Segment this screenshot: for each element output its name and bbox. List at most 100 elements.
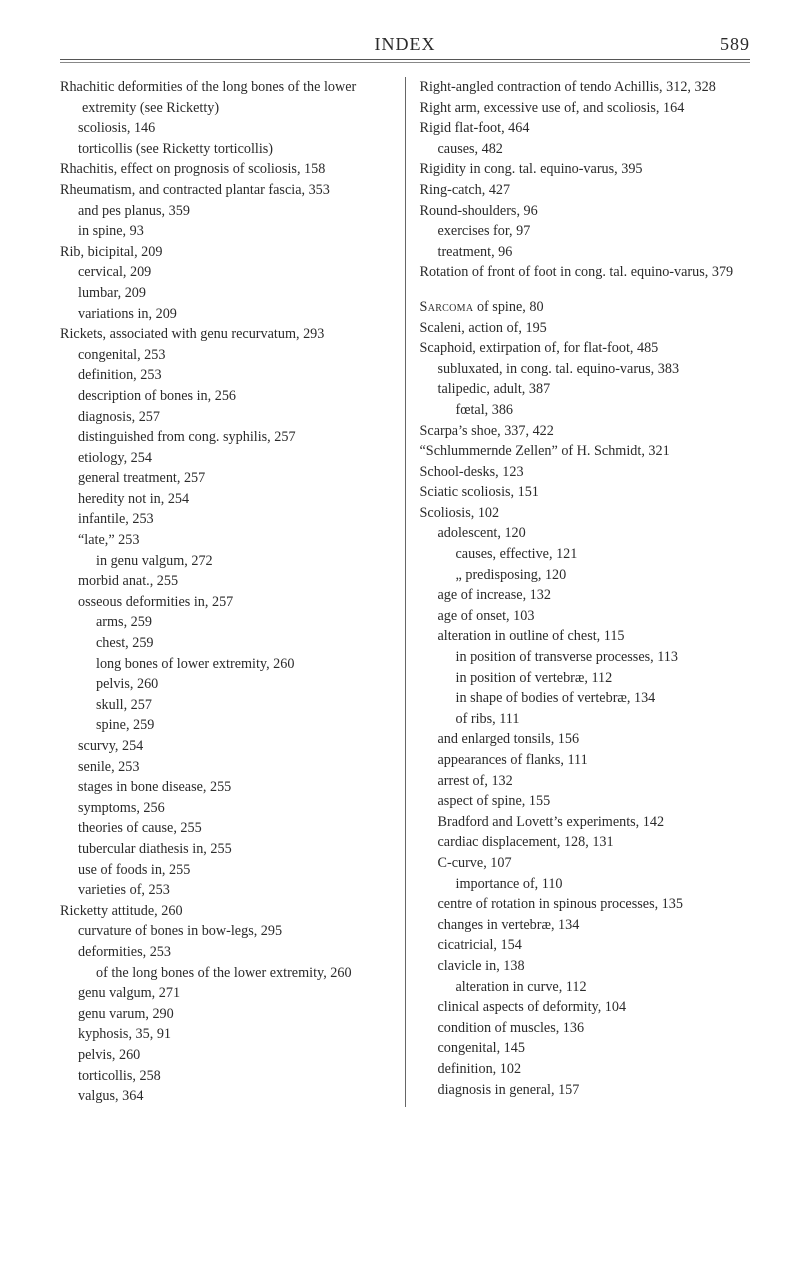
index-entry: age of increase, 132	[420, 585, 751, 606]
section-gap	[420, 283, 751, 297]
index-entry: curvature of bones in bow-legs, 295	[60, 921, 391, 942]
index-entry: and enlarged tonsils, 156	[420, 729, 751, 750]
index-entry: cardiac displacement, 128, 131	[420, 832, 751, 853]
index-entry: exercises for, 97	[420, 221, 751, 242]
index-entry: kyphosis, 35, 91	[60, 1024, 391, 1045]
index-entry: Scaphoid, extirpation of, for flat-foot,…	[420, 338, 751, 359]
index-entry: adolescent, 120	[420, 523, 751, 544]
index-entry: causes, 482	[420, 139, 751, 160]
header-page-number: 589	[690, 34, 750, 55]
index-entry: Rotation of front of foot in cong. tal. …	[420, 262, 751, 283]
index-entry: subluxated, in cong. tal. equino-varus, …	[420, 359, 751, 380]
index-entry: Rhachitis, effect on prognosis of scolio…	[60, 159, 391, 180]
index-entry: alteration in outline of chest, 115	[420, 626, 751, 647]
index-column-left: Rhachitic deformities of the long bones …	[60, 77, 406, 1107]
index-entry: condition of muscles, 136	[420, 1018, 751, 1039]
index-entry: valgus, 364	[60, 1086, 391, 1107]
index-entry: clinical aspects of deformity, 104	[420, 997, 751, 1018]
index-entry: lumbar, 209	[60, 283, 391, 304]
index-entry: stages in bone disease, 255	[60, 777, 391, 798]
index-entry: aspect of spine, 155	[420, 791, 751, 812]
index-entry: Ricketty attitude, 260	[60, 901, 391, 922]
index-entry: infantile, 253	[60, 509, 391, 530]
index-page: INDEX 589 Rhachitic deformities of the l…	[0, 0, 800, 1147]
index-entry: skull, 257	[60, 695, 391, 716]
index-entry: Rigid flat-foot, 464	[420, 118, 751, 139]
index-entry: in position of vertebræ, 112	[420, 668, 751, 689]
index-entry: fœtal, 386	[420, 400, 751, 421]
index-entry: pelvis, 260	[60, 674, 391, 695]
index-entry: in spine, 93	[60, 221, 391, 242]
index-entry: tubercular diathesis in, 255	[60, 839, 391, 860]
index-entry: deformities, 253	[60, 942, 391, 963]
index-entry: chest, 259	[60, 633, 391, 654]
index-entry: Scaleni, action of, 195	[420, 318, 751, 339]
index-entry: scoliosis, 146	[60, 118, 391, 139]
index-entry: Rib, bicipital, 209	[60, 242, 391, 263]
index-entry: centre of rotation in spinous processes,…	[420, 894, 751, 915]
index-entry: variations in, 209	[60, 304, 391, 325]
index-entry: „ predisposing, 120	[420, 565, 751, 586]
index-entry: scurvy, 254	[60, 736, 391, 757]
index-entry: senile, 253	[60, 757, 391, 778]
index-entry: age of onset, 103	[420, 606, 751, 627]
header-title: INDEX	[120, 34, 690, 55]
index-entry: clavicle in, 138	[420, 956, 751, 977]
index-entry: Round-shoulders, 96	[420, 201, 751, 222]
index-entry: etiology, 254	[60, 448, 391, 469]
index-entry: changes in vertebræ, 134	[420, 915, 751, 936]
index-entry: distinguished from cong. syphilis, 257	[60, 427, 391, 448]
index-entry: talipedic, adult, 387	[420, 379, 751, 400]
index-entry: Scoliosis, 102	[420, 503, 751, 524]
page-header: INDEX 589	[60, 34, 750, 60]
index-entry: Rhachitic deformities of the long bones …	[60, 77, 391, 118]
index-entry: of ribs, 111	[420, 709, 751, 730]
index-entry: genu varum, 290	[60, 1004, 391, 1025]
index-entry: Sarcoma of spine, 80	[420, 297, 751, 318]
index-entry: appearances of flanks, 111	[420, 750, 751, 771]
index-entry: of the long bones of the lower extremity…	[60, 963, 391, 984]
index-entry: in shape of bodies of vertebræ, 134	[420, 688, 751, 709]
index-entry: and pes planus, 359	[60, 201, 391, 222]
index-entry: “late,” 253	[60, 530, 391, 551]
index-entry: morbid anat., 255	[60, 571, 391, 592]
header-rule	[60, 62, 750, 63]
index-entry: treatment, 96	[420, 242, 751, 263]
index-entry: symptoms, 256	[60, 798, 391, 819]
index-entry: Ring-catch, 427	[420, 180, 751, 201]
index-entry: diagnosis, 257	[60, 407, 391, 428]
index-entry: arrest of, 132	[420, 771, 751, 792]
index-entry: theories of cause, 255	[60, 818, 391, 839]
index-entry: Right-angled contraction of tendo Achill…	[420, 77, 751, 98]
index-entry: long bones of lower extremity, 260	[60, 654, 391, 675]
index-entry: C-curve, 107	[420, 853, 751, 874]
index-entry: Scarpa’s shoe, 337, 422	[420, 421, 751, 442]
index-entry: congenital, 145	[420, 1038, 751, 1059]
index-entry: in genu valgum, 272	[60, 551, 391, 572]
index-entry: Bradford and Lovett’s experiments, 142	[420, 812, 751, 833]
index-entry: cervical, 209	[60, 262, 391, 283]
index-entry: importance of, 110	[420, 874, 751, 895]
index-entry: congenital, 253	[60, 345, 391, 366]
index-entry: torticollis (see Ricketty torticollis)	[60, 139, 391, 160]
index-entry: arms, 259	[60, 612, 391, 633]
index-entry: varieties of, 253	[60, 880, 391, 901]
index-columns: Rhachitic deformities of the long bones …	[60, 77, 750, 1107]
index-entry: definition, 102	[420, 1059, 751, 1080]
index-entry: Rickets, associated with genu recurvatum…	[60, 324, 391, 345]
index-entry: in position of transverse processes, 113	[420, 647, 751, 668]
index-entry: School-desks, 123	[420, 462, 751, 483]
index-entry: definition, 253	[60, 365, 391, 386]
index-entry: Rheumatism, and contracted plantar fasci…	[60, 180, 391, 201]
index-entry: genu valgum, 271	[60, 983, 391, 1004]
index-entry: Right arm, excessive use of, and scolios…	[420, 98, 751, 119]
index-entry: causes, effective, 121	[420, 544, 751, 565]
index-entry: use of foods in, 255	[60, 860, 391, 881]
index-entry: torticollis, 258	[60, 1066, 391, 1087]
index-entry: diagnosis in general, 157	[420, 1080, 751, 1101]
index-entry: cicatricial, 154	[420, 935, 751, 956]
index-entry: description of bones in, 256	[60, 386, 391, 407]
index-entry: osseous deformities in, 257	[60, 592, 391, 613]
index-entry: alteration in curve, 112	[420, 977, 751, 998]
index-entry: heredity not in, 254	[60, 489, 391, 510]
